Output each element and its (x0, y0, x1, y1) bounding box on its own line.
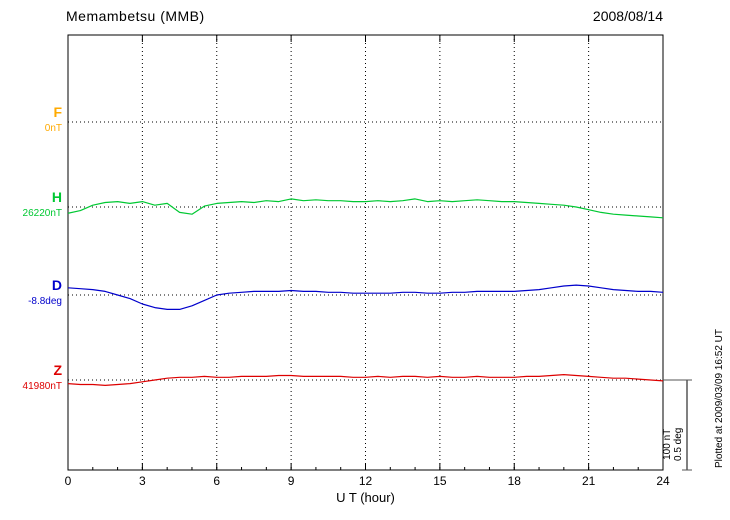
channel-label-h: H (51, 189, 62, 205)
x-axis-label: U T (hour) (336, 490, 395, 505)
channel-label-f: F (53, 104, 62, 120)
x-tick-label: 21 (581, 474, 596, 488)
x-tick-label: 9 (287, 474, 295, 488)
series-line-z (68, 374, 663, 386)
plotted-at-note: Plotted at 2009/03/09 16:52 UT (714, 329, 725, 468)
scale-nt-label: 100 nT (662, 428, 673, 460)
x-tick-label: 6 (213, 474, 221, 488)
x-tick-label: 24 (656, 474, 670, 488)
x-tick-label: 3 (139, 474, 146, 488)
series-line-d (68, 284, 663, 310)
x-tick-label: 0 (64, 474, 72, 488)
x-tick-label: 12 (358, 474, 373, 488)
channel-label-d: D (51, 277, 62, 293)
channel-baseline-f: 0nT (44, 123, 62, 134)
series-group (68, 198, 663, 386)
channel-baseline-h: 26220nT (22, 208, 62, 219)
channel-label-z: Z (53, 362, 62, 378)
series-line-h (68, 198, 663, 219)
observation-date: 2008/08/14 (592, 8, 663, 24)
scale-bar-label: 100 nT 0.5 deg (662, 428, 684, 461)
channel-baseline-z: 41980nT (22, 381, 62, 392)
channel-baseline-d: -8.8deg (28, 296, 62, 307)
plot-frame (67, 34, 664, 471)
x-tick-label: 15 (433, 474, 447, 488)
scale-deg-label: 0.5 deg (673, 427, 684, 461)
station-title: Memambetsu (MMB) (66, 8, 205, 24)
x-tick-label: 18 (507, 474, 521, 488)
